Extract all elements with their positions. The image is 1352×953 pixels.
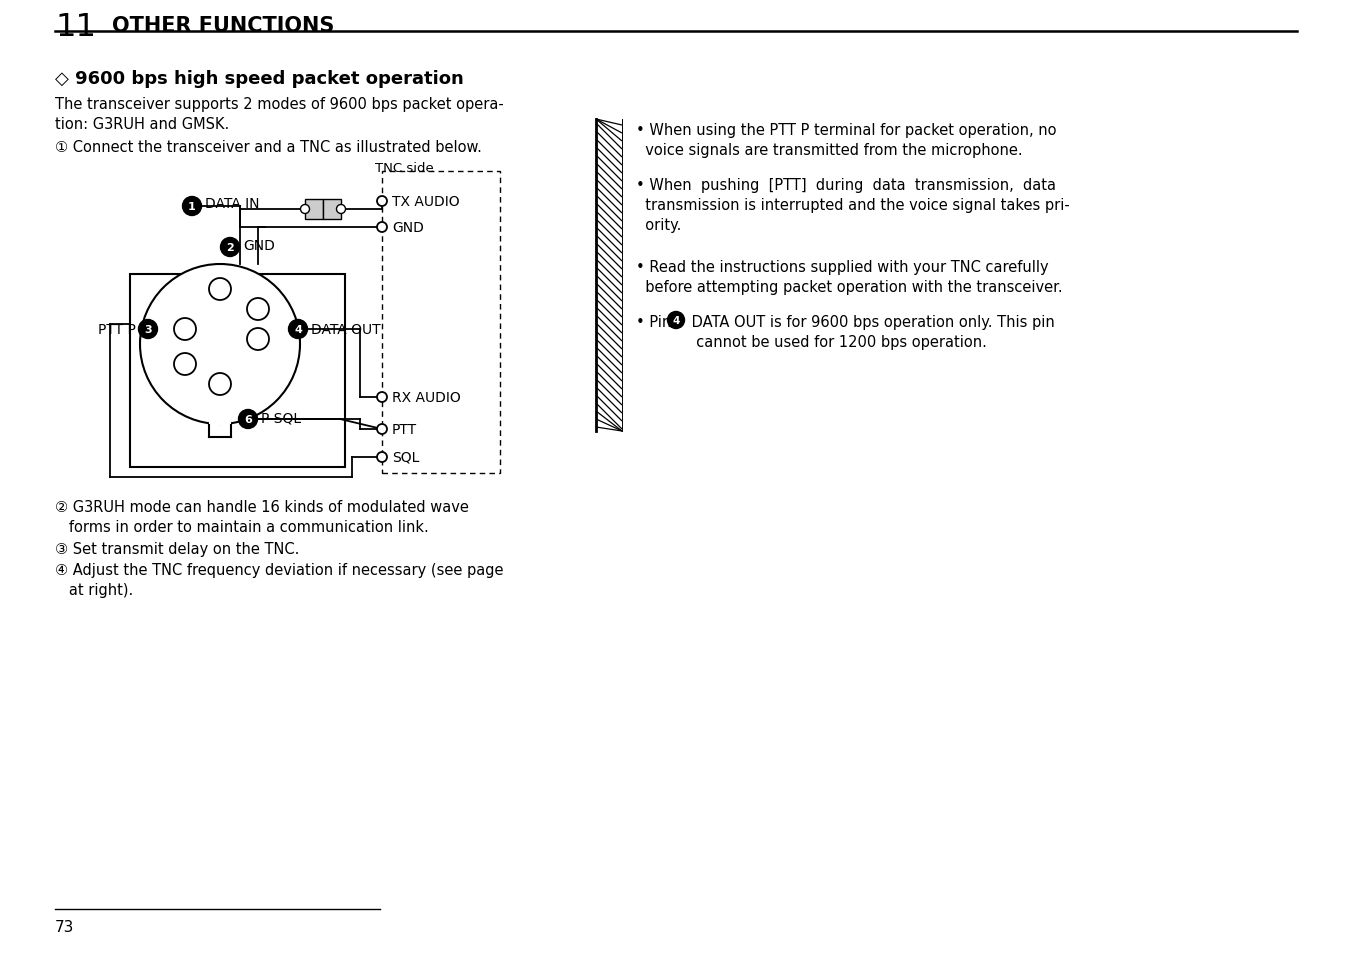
- Text: • When  pushing  [PTT]  during  data  transmission,  data
  transmission is inte: • When pushing [PTT] during data transmi…: [635, 178, 1069, 233]
- Circle shape: [247, 329, 269, 351]
- Bar: [383, 172, 500, 474]
- Text: • Read the instructions supplied with your TNC carefully
  before attempting pac: • Read the instructions supplied with yo…: [635, 260, 1063, 294]
- Text: PTT P: PTT P: [99, 323, 137, 336]
- Circle shape: [288, 320, 307, 339]
- Text: • Pin: • Pin: [635, 314, 676, 330]
- Text: GND: GND: [243, 239, 274, 253]
- Text: DATA OUT is for 9600 bps operation only. This pin
  cannot be used for 1200 bps : DATA OUT is for 9600 bps operation only.…: [687, 314, 1055, 350]
- Bar: [323, 200, 341, 220]
- Circle shape: [337, 205, 346, 214]
- Text: ◇ 9600 bps high speed packet operation: ◇ 9600 bps high speed packet operation: [55, 70, 464, 88]
- Text: P SQL: P SQL: [261, 411, 301, 424]
- Bar: [130, 274, 345, 468]
- Text: RX AUDIO: RX AUDIO: [392, 391, 461, 405]
- Circle shape: [377, 223, 387, 233]
- Text: ① Connect the transceiver and a TNC as illustrated below.: ① Connect the transceiver and a TNC as i…: [55, 140, 481, 154]
- Circle shape: [377, 424, 387, 435]
- Circle shape: [377, 393, 387, 402]
- Circle shape: [377, 453, 387, 462]
- Text: GND: GND: [392, 221, 425, 234]
- Circle shape: [174, 354, 196, 375]
- Circle shape: [141, 265, 300, 424]
- Circle shape: [220, 238, 239, 257]
- Bar: [210, 414, 231, 426]
- Text: TNC side: TNC side: [375, 162, 434, 174]
- Text: 6: 6: [245, 415, 251, 424]
- Text: 2: 2: [226, 243, 234, 253]
- Text: TX AUDIO: TX AUDIO: [392, 194, 460, 209]
- Text: 11: 11: [55, 12, 96, 43]
- Text: PTT: PTT: [392, 422, 418, 436]
- Text: DATA IN: DATA IN: [206, 196, 260, 211]
- Text: ② G3RUH mode can handle 16 kinds of modulated wave
   forms in order to maintain: ② G3RUH mode can handle 16 kinds of modu…: [55, 499, 469, 535]
- Text: 1: 1: [188, 202, 196, 212]
- Circle shape: [300, 205, 310, 214]
- Circle shape: [247, 298, 269, 320]
- Circle shape: [238, 410, 257, 429]
- Text: ④ Adjust the TNC frequency deviation if necessary (see page
   at right).: ④ Adjust the TNC frequency deviation if …: [55, 562, 503, 598]
- Text: 4: 4: [672, 315, 680, 326]
- Text: DATA OUT: DATA OUT: [311, 323, 381, 336]
- Text: SQL: SQL: [392, 451, 419, 464]
- Circle shape: [377, 196, 387, 207]
- Circle shape: [174, 318, 196, 340]
- Circle shape: [210, 374, 231, 395]
- Text: • When using the PTT P terminal for packet operation, no
  voice signals are tra: • When using the PTT P terminal for pack…: [635, 123, 1056, 158]
- Text: OTHER FUNCTIONS: OTHER FUNCTIONS: [112, 16, 334, 36]
- Text: 73: 73: [55, 919, 74, 934]
- Text: 4: 4: [295, 325, 301, 335]
- Circle shape: [138, 320, 157, 339]
- Text: The transceiver supports 2 modes of 9600 bps packet opera-
tion: G3RUH and GMSK.: The transceiver supports 2 modes of 9600…: [55, 97, 504, 132]
- Circle shape: [183, 197, 201, 216]
- Text: 3: 3: [145, 325, 151, 335]
- Circle shape: [668, 313, 684, 329]
- Circle shape: [210, 278, 231, 301]
- Text: ③ Set transmit delay on the TNC.: ③ Set transmit delay on the TNC.: [55, 541, 299, 557]
- Bar: [306, 200, 323, 220]
